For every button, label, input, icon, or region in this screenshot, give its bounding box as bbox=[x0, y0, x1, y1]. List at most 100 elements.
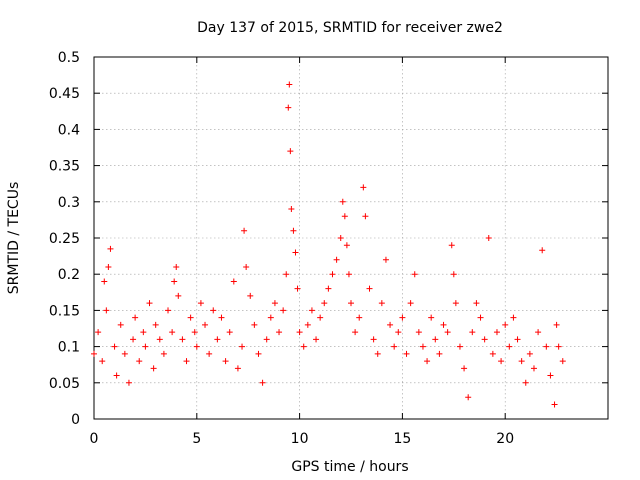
data-point bbox=[111, 343, 118, 350]
data-point bbox=[214, 336, 221, 343]
data-point bbox=[502, 321, 509, 328]
data-point bbox=[125, 379, 132, 386]
data-point bbox=[555, 343, 562, 350]
data-point bbox=[403, 350, 410, 357]
data-point bbox=[339, 198, 346, 205]
data-point bbox=[448, 242, 455, 249]
data-point bbox=[146, 300, 153, 307]
data-point bbox=[296, 329, 303, 336]
data-point bbox=[132, 314, 139, 321]
data-point bbox=[183, 358, 190, 365]
data-series-srmtid bbox=[91, 81, 566, 408]
x-tick-label: 0 bbox=[90, 431, 99, 447]
data-point bbox=[518, 358, 525, 365]
data-point bbox=[370, 336, 377, 343]
data-point bbox=[378, 300, 385, 307]
data-point bbox=[173, 263, 180, 270]
data-point bbox=[107, 245, 114, 252]
data-point bbox=[481, 336, 488, 343]
data-point bbox=[374, 350, 381, 357]
data-point bbox=[444, 329, 451, 336]
data-point bbox=[121, 350, 128, 357]
data-point bbox=[140, 329, 147, 336]
data-point bbox=[230, 278, 237, 285]
y-tick-label: 0.1 bbox=[58, 340, 80, 356]
data-point bbox=[366, 285, 373, 292]
y-tick-label: 0.35 bbox=[49, 159, 80, 175]
data-point bbox=[150, 365, 157, 372]
data-point bbox=[243, 263, 250, 270]
data-point bbox=[329, 271, 336, 278]
y-tick-label: 0.5 bbox=[58, 50, 80, 66]
data-point bbox=[286, 81, 293, 88]
data-point bbox=[283, 271, 290, 278]
data-point bbox=[202, 321, 209, 328]
data-point bbox=[287, 148, 294, 155]
data-point bbox=[535, 329, 542, 336]
y-tick-label: 0.25 bbox=[49, 231, 80, 247]
data-point bbox=[103, 307, 110, 314]
data-point bbox=[333, 256, 340, 263]
data-point bbox=[271, 300, 278, 307]
data-point bbox=[522, 379, 529, 386]
data-point bbox=[300, 343, 307, 350]
x-tick-label: 5 bbox=[192, 431, 201, 447]
data-point bbox=[165, 307, 172, 314]
data-point bbox=[142, 343, 149, 350]
data-point bbox=[241, 227, 248, 234]
data-point bbox=[407, 300, 414, 307]
data-point bbox=[411, 271, 418, 278]
data-point bbox=[432, 336, 439, 343]
data-point bbox=[325, 285, 332, 292]
data-point bbox=[247, 292, 254, 299]
data-point bbox=[156, 336, 163, 343]
axis-ticks bbox=[93, 56, 608, 420]
data-point bbox=[191, 329, 198, 336]
data-point bbox=[317, 314, 324, 321]
data-point bbox=[360, 184, 367, 191]
data-point bbox=[259, 379, 266, 386]
data-point bbox=[276, 329, 283, 336]
data-point bbox=[99, 358, 106, 365]
data-point bbox=[210, 307, 217, 314]
data-point bbox=[343, 242, 350, 249]
data-point bbox=[304, 321, 311, 328]
data-point bbox=[543, 343, 550, 350]
data-point bbox=[171, 278, 178, 285]
data-point bbox=[485, 235, 492, 241]
data-point bbox=[280, 307, 287, 314]
data-point bbox=[308, 307, 315, 314]
x-tick-label: 10 bbox=[291, 431, 309, 447]
data-point bbox=[489, 350, 496, 357]
data-point bbox=[160, 350, 167, 357]
data-point bbox=[136, 358, 143, 365]
data-point bbox=[285, 104, 292, 111]
data-point bbox=[292, 249, 299, 256]
y-tick-label: 0.2 bbox=[58, 267, 80, 283]
data-point bbox=[321, 300, 328, 307]
data-point bbox=[175, 292, 182, 299]
x-tick-label: 15 bbox=[393, 431, 411, 447]
x-axis-label: GPS time / hours bbox=[291, 459, 408, 475]
data-point bbox=[419, 343, 426, 350]
data-point bbox=[239, 343, 246, 350]
data-point bbox=[193, 343, 200, 350]
data-point bbox=[399, 314, 406, 321]
data-point bbox=[477, 314, 484, 321]
data-point bbox=[234, 365, 241, 372]
data-point bbox=[152, 321, 159, 328]
data-point bbox=[341, 213, 348, 220]
data-point bbox=[526, 350, 533, 357]
data-point bbox=[337, 235, 344, 241]
data-point bbox=[382, 256, 389, 263]
data-point bbox=[473, 300, 480, 307]
data-point bbox=[113, 372, 120, 379]
data-point bbox=[452, 300, 459, 307]
chart-title: Day 137 of 2015, SRMTID for receiver zwe… bbox=[197, 20, 503, 36]
y-tick-label: 0.15 bbox=[49, 303, 80, 319]
data-point bbox=[456, 343, 463, 350]
data-point bbox=[450, 271, 457, 278]
data-point bbox=[130, 336, 137, 343]
data-point bbox=[352, 329, 359, 336]
